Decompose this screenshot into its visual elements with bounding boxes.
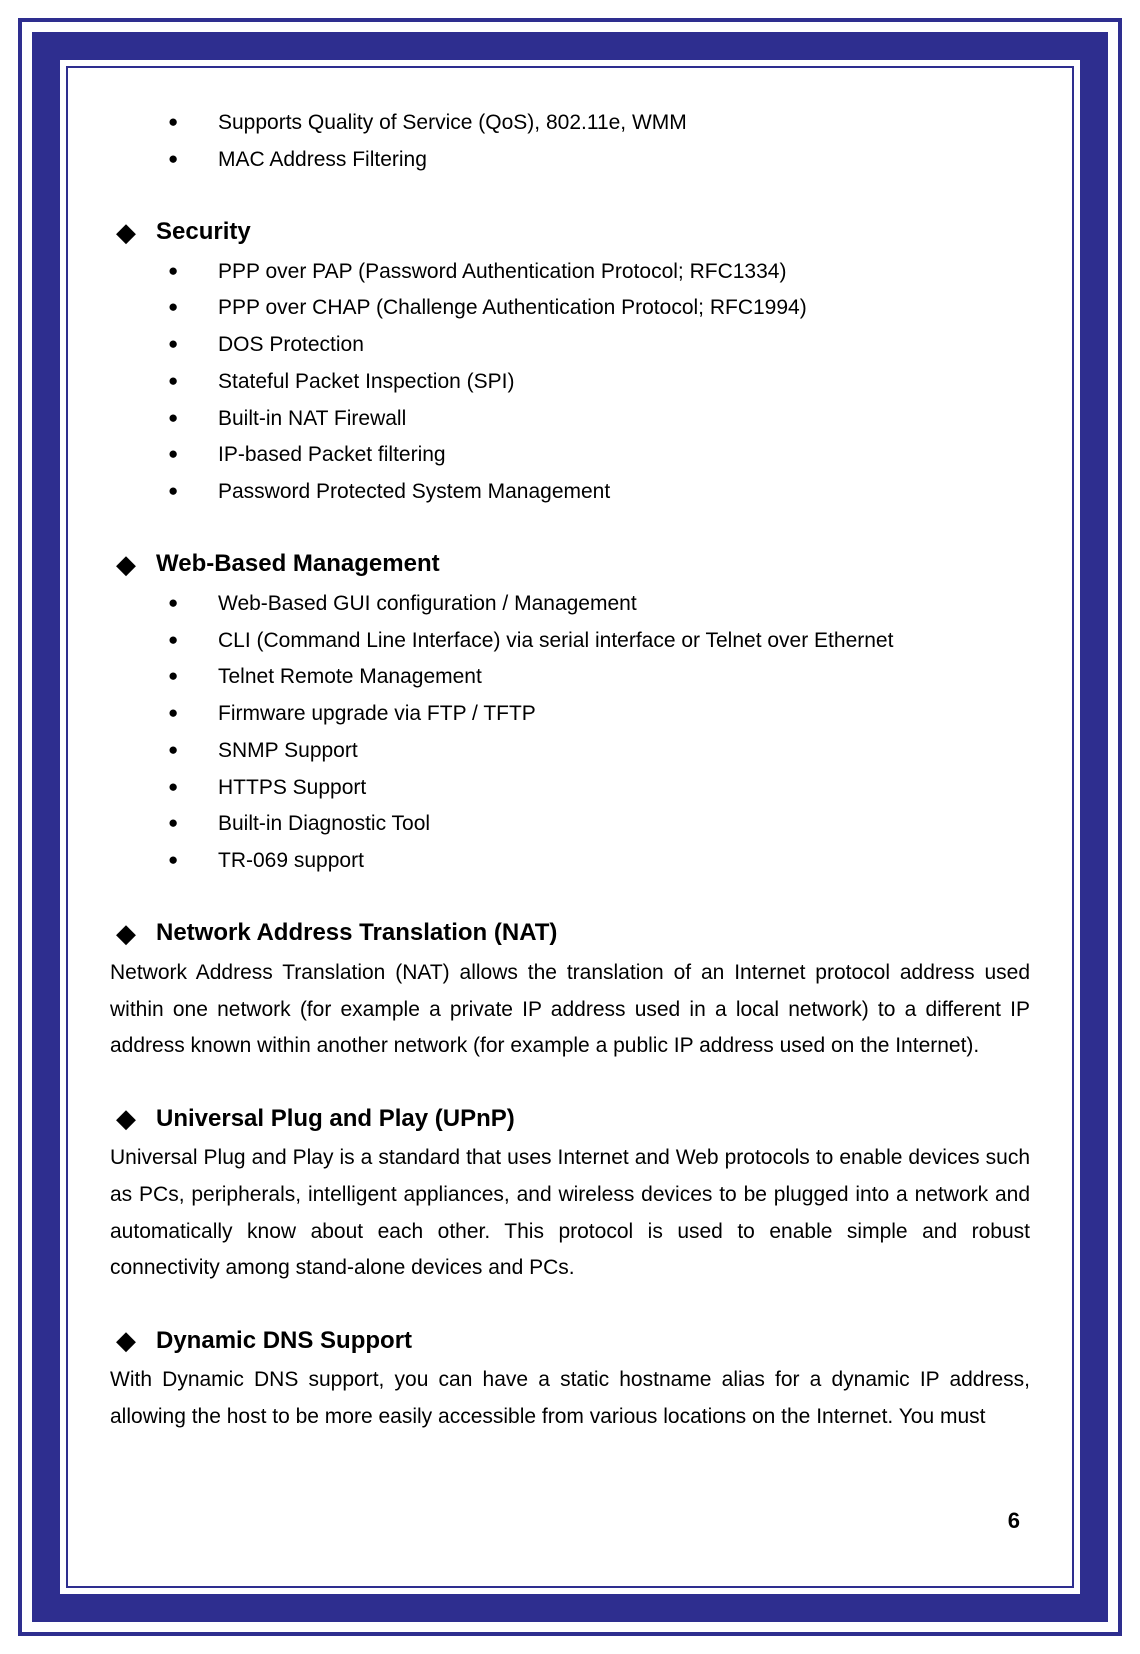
diamond-icon: ◆ bbox=[116, 549, 136, 580]
diamond-icon: ◆ bbox=[116, 1325, 136, 1356]
page-content: Supports Quality of Service (QoS), 802.1… bbox=[110, 105, 1030, 1564]
top-bullet-list: Supports Quality of Service (QoS), 802.1… bbox=[168, 105, 1030, 179]
security-bullet-list: PPP over PAP (Password Authentication Pr… bbox=[168, 254, 1030, 511]
ddns-paragraph: With Dynamic DNS support, you can have a… bbox=[110, 1362, 1030, 1436]
list-item: Password Protected System Management bbox=[168, 474, 1030, 511]
list-item: SNMP Support bbox=[168, 733, 1030, 770]
heading-text: Network Address Translation (NAT) bbox=[156, 919, 557, 947]
list-item: MAC Address Filtering bbox=[168, 142, 1030, 179]
list-item: DOS Protection bbox=[168, 327, 1030, 364]
list-item: HTTPS Support bbox=[168, 770, 1030, 807]
list-item: CLI (Command Line Interface) via serial … bbox=[168, 623, 1030, 660]
list-item: Firmware upgrade via FTP / TFTP bbox=[168, 696, 1030, 733]
heading-text: Universal Plug and Play (UPnP) bbox=[156, 1105, 515, 1133]
list-item: Built-in NAT Firewall bbox=[168, 401, 1030, 438]
diamond-icon: ◆ bbox=[116, 217, 136, 248]
list-item: TR-069 support bbox=[168, 843, 1030, 880]
upnp-paragraph: Universal Plug and Play is a standard th… bbox=[110, 1140, 1030, 1287]
web-mgmt-bullet-list: Web-Based GUI configuration / Management… bbox=[168, 586, 1030, 880]
heading-text: Dynamic DNS Support bbox=[156, 1327, 412, 1355]
list-item: Telnet Remote Management bbox=[168, 659, 1030, 696]
section-heading-ddns: ◆ Dynamic DNS Support bbox=[110, 1325, 1030, 1356]
section-heading-web-management: ◆ Web-Based Management bbox=[110, 549, 1030, 580]
list-item: Supports Quality of Service (QoS), 802.1… bbox=[168, 105, 1030, 142]
list-item: Stateful Packet Inspection (SPI) bbox=[168, 364, 1030, 401]
section-heading-upnp: ◆ Universal Plug and Play (UPnP) bbox=[110, 1103, 1030, 1134]
heading-text: Web-Based Management bbox=[156, 550, 440, 578]
section-heading-nat: ◆ Network Address Translation (NAT) bbox=[110, 918, 1030, 949]
heading-text: Security bbox=[156, 218, 251, 246]
nat-paragraph: Network Address Translation (NAT) allows… bbox=[110, 955, 1030, 1065]
section-heading-security: ◆ Security bbox=[110, 217, 1030, 248]
list-item: PPP over PAP (Password Authentication Pr… bbox=[168, 254, 1030, 291]
diamond-icon: ◆ bbox=[116, 1103, 136, 1134]
list-item: Built-in Diagnostic Tool bbox=[168, 806, 1030, 843]
list-item: Web-Based GUI configuration / Management bbox=[168, 586, 1030, 623]
page-number: 6 bbox=[1008, 1508, 1020, 1534]
diamond-icon: ◆ bbox=[116, 918, 136, 949]
list-item: IP-based Packet filtering bbox=[168, 437, 1030, 474]
list-item: PPP over CHAP (Challenge Authentication … bbox=[168, 290, 1030, 327]
